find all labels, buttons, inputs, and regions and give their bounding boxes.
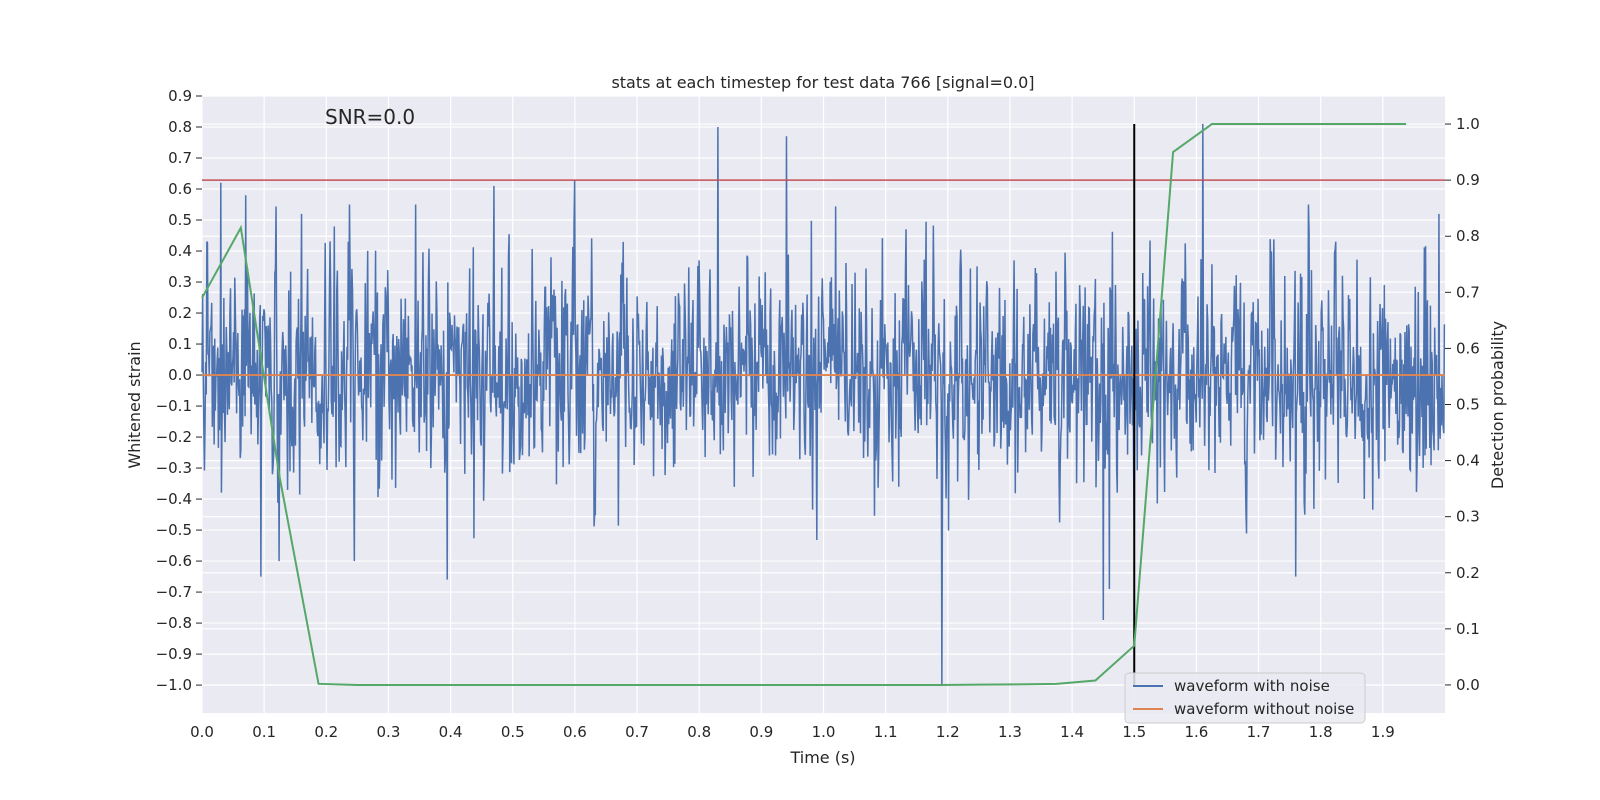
x-tick-label: 0.9 [749,723,773,741]
y-tick-label: −0.4 [156,490,192,508]
y2-tick-label: 0.3 [1456,508,1480,526]
x-tick-label: 1.6 [1184,723,1208,741]
y2-axis-label: Detection probability [1488,321,1507,489]
x-tick-label: 1.1 [874,723,898,741]
y-tick-label: −0.3 [156,459,192,477]
x-tick-label: 0.6 [563,723,587,741]
x-tick-label: 0.7 [625,723,649,741]
y2-tick-label: 0.1 [1456,620,1480,638]
legend: waveform with noise waveform without noi… [1124,672,1366,724]
grid-lines [201,95,1445,713]
chart-title: stats at each timestep for test data 766… [611,73,1034,92]
y2-tick-label: 0.4 [1456,452,1480,470]
x-tick-label: 1.4 [1060,723,1084,741]
legend-label-noise: waveform with noise [1174,677,1330,695]
x-axis-label: Time (s) [789,748,855,767]
x-axis-ticks: 0.0 0.1 0.2 0.3 0.4 0.5 0.6 0.7 0.8 0.9 1.0 1.1 1.2 1… [190,723,1395,741]
y2-tick-label: 0.2 [1456,564,1480,582]
x-tick-label: 1.7 [1247,723,1271,741]
y-tick-label: 0.1 [168,335,192,353]
y-tick-label: 0.8 [168,118,192,136]
waveform-with-noise-line [201,123,1446,686]
x-tick-label: 0.0 [190,723,214,741]
y2-tick-label: 0.8 [1456,227,1480,245]
y-tick-label: −0.8 [156,614,192,632]
y-tick-label: −0.7 [156,583,192,601]
y-tick-label: 0.7 [168,149,192,167]
y-tick-label: 0.9 [168,87,192,105]
legend-box [1124,672,1366,724]
y2-tick-label: 0.9 [1456,171,1480,189]
y-tick-label: 0.3 [168,273,192,291]
x-tick-label: 0.2 [314,723,338,741]
right-y-axis-ticks: 1.0 0.9 0.8 0.7 0.6 0.5 0.4 0.3 0.2 0.1 0.0 [1445,115,1480,694]
x-tick-label: 0.8 [687,723,711,741]
legend-label-clean: waveform without noise [1174,700,1354,718]
y-tick-label: 0.5 [168,211,192,229]
y-tick-label: −1.0 [156,676,192,694]
y-tick-label: 0.6 [168,180,192,198]
x-tick-label: 1.0 [812,723,836,741]
y-tick-label: 0.2 [168,304,192,322]
detection-probability-line [201,123,1407,686]
x-tick-label: 0.1 [252,723,276,741]
x-tick-label: 0.5 [501,723,525,741]
y-axis-label: Whitened strain [125,341,144,468]
left-y-axis-ticks: 0.9 0.8 0.7 0.6 0.5 0.4 0.3 0.2 0.1 0.0 −0.1 −0.2 −0… [156,87,202,694]
x-tick-label: 1.8 [1309,723,1333,741]
y-tick-label: −0.5 [156,521,192,539]
y-tick-label: −0.6 [156,552,192,570]
y2-tick-label: 0.5 [1456,396,1480,414]
x-tick-label: 0.4 [439,723,463,741]
y-tick-label: −0.9 [156,645,192,663]
y2-tick-label: 0.7 [1456,283,1480,301]
x-tick-label: 1.5 [1122,723,1146,741]
y-tick-label: −0.2 [156,428,192,446]
y2-tick-label: 0.0 [1456,676,1480,694]
x-tick-label: 1.2 [936,723,960,741]
y-tick-label: 0.0 [168,366,192,384]
x-tick-label: 1.9 [1371,723,1395,741]
x-tick-label: 0.3 [377,723,401,741]
y-tick-label: 0.4 [168,242,192,260]
y2-tick-label: 1.0 [1456,115,1480,133]
y-tick-label: −0.1 [156,397,192,415]
y2-tick-label: 0.6 [1456,339,1480,357]
x-tick-label: 1.3 [998,723,1022,741]
snr-annotation: SNR=0.0 [325,105,415,129]
